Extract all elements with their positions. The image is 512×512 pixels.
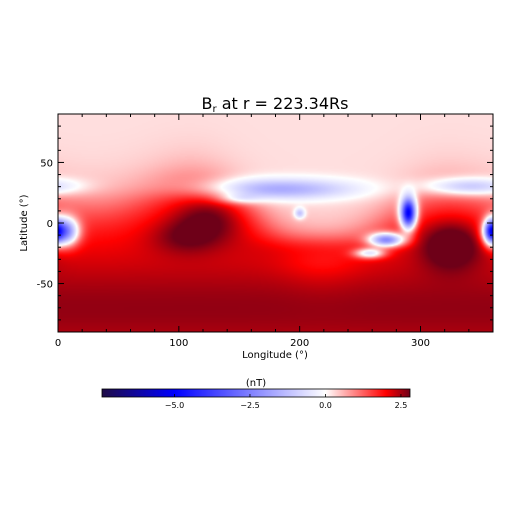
colorbar-label: (nT)	[246, 378, 266, 389]
colorbar-gradient	[101, 388, 411, 398]
heatmap-image	[58, 114, 493, 332]
x-tick-label: 0	[55, 338, 61, 349]
title-main: B	[202, 94, 213, 113]
y-tick-label: 50	[40, 158, 53, 169]
y-axis-ticks: -50 0 50	[37, 125, 493, 321]
colorbar-tick-label: −5.0	[165, 401, 184, 410]
chart-title: Br at r = 223.34Rs	[202, 94, 349, 115]
colorbar-tick-label: −2.5	[240, 401, 259, 410]
x-tick-label: 300	[411, 338, 430, 349]
x-axis-ticks: 0 100 200 300	[55, 114, 494, 349]
heatmap-plot: 0 100 200 300 -50 0 50	[37, 113, 494, 349]
colorbar-tick-label: 2.5	[395, 401, 408, 410]
colorbar: (nT) −5.0 −2.5 0.0 2.5	[101, 378, 411, 410]
title-subscript: r	[213, 104, 218, 115]
x-tick-label: 200	[290, 338, 309, 349]
colorbar-ticks: −5.0 −2.5 0.0 2.5	[165, 394, 408, 410]
colorbar-tick-label: 0.0	[319, 401, 332, 410]
y-axis-label: Latitude (°)	[19, 194, 30, 251]
x-tick-label: 100	[169, 338, 188, 349]
x-axis-label: Longitude (°)	[242, 350, 308, 361]
y-tick-label: 0	[47, 219, 53, 230]
title-rest: at r = 223.34Rs	[217, 94, 349, 113]
y-tick-label: -50	[37, 280, 53, 291]
